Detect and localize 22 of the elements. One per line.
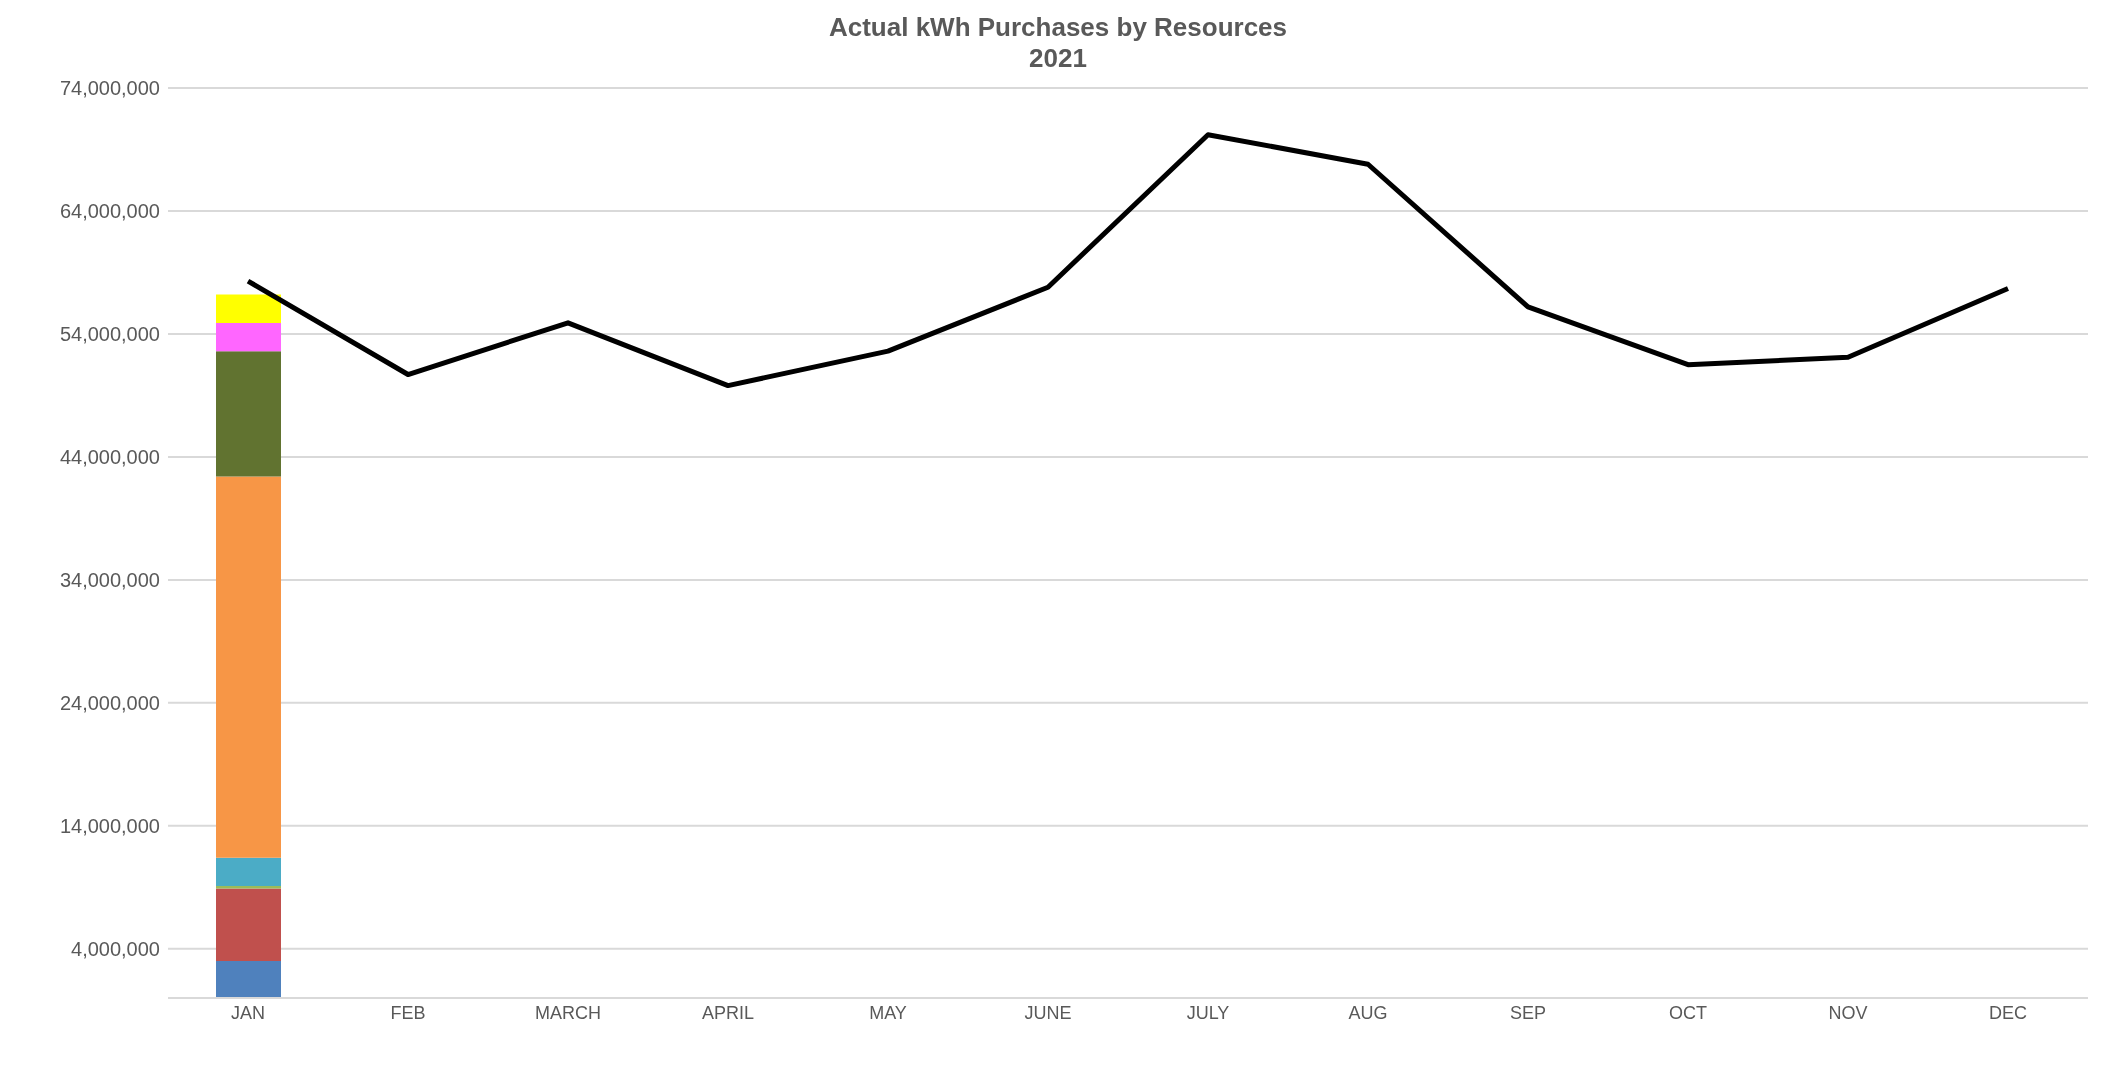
y-tick-label: 64,000,000 — [59, 200, 160, 223]
x-tick-label: DEC — [1988, 1002, 2028, 1023]
y-tick-label: 14,000,000 — [59, 814, 160, 837]
x-tick-label: NOV — [1828, 1002, 1868, 1023]
x-tick-label: OCT — [1669, 1002, 1707, 1023]
y-tick-label: 74,000,000 — [59, 77, 160, 100]
y-tick-label: 34,000,000 — [59, 568, 160, 591]
x-tick-label: JAN — [230, 1002, 266, 1023]
y-tick-label: 54,000,000 — [59, 323, 160, 346]
y-tick-label: 24,000,000 — [59, 691, 160, 714]
x-tick-label: MAY — [869, 1002, 907, 1023]
x-tick-label: AUG — [1348, 1002, 1388, 1023]
x-tick-label: JUNE — [1024, 1002, 1072, 1023]
x-tick-label: MARCH — [535, 1002, 601, 1023]
y-tick-label: 4,000,000 — [71, 937, 160, 960]
x-tick-label: FEB — [390, 1002, 426, 1023]
x-tick-label: JULY — [1186, 1002, 1230, 1023]
chart-title: Actual kWh Purchases by Resources — [827, 12, 1289, 43]
x-tick-label: SEP — [1509, 1002, 1547, 1023]
x-tick-label: APRIL — [701, 1002, 755, 1023]
y-tick-label: 44,000,000 — [59, 446, 160, 469]
chart-subtitle: 2021 — [1028, 43, 1088, 74]
